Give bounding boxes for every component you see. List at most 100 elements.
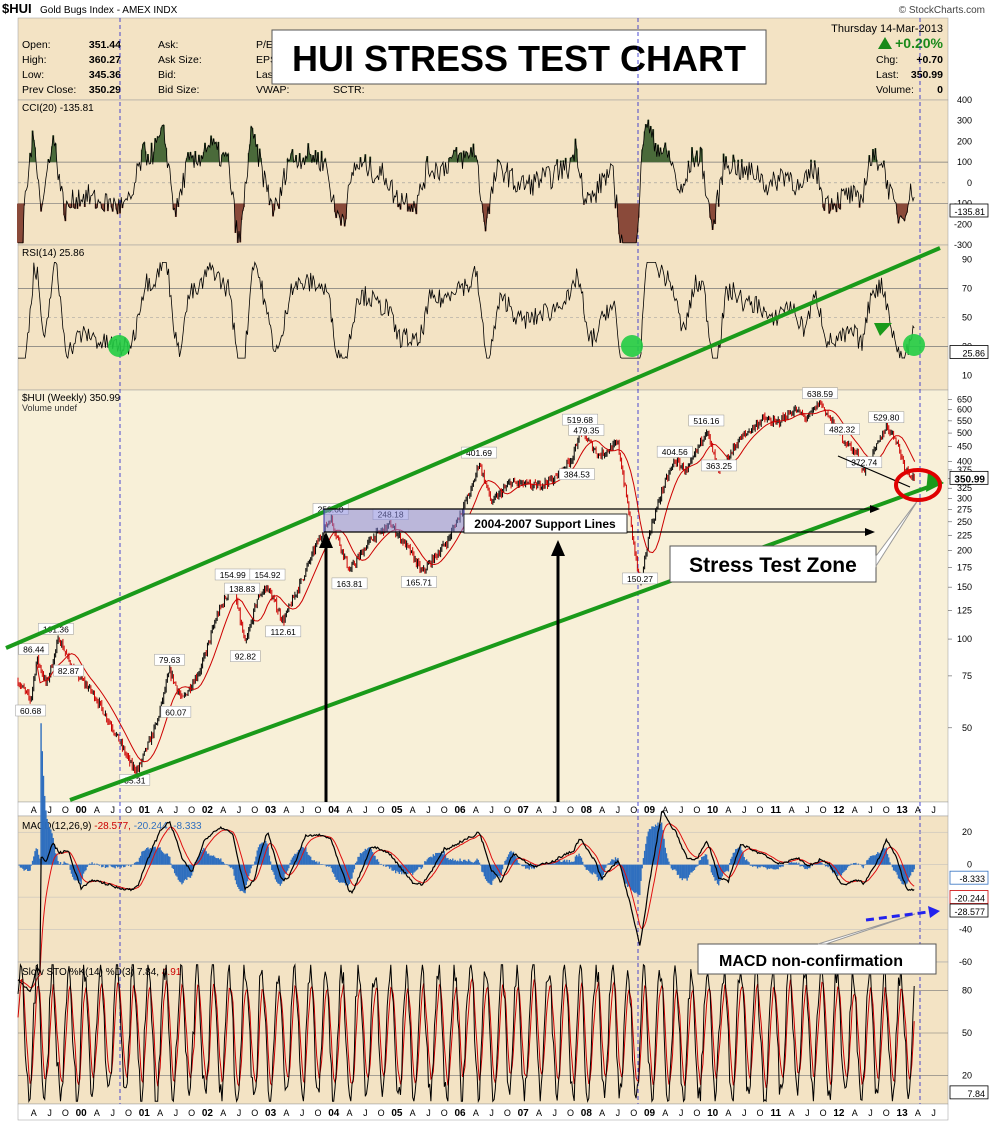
bottom-axis-label: A <box>347 1108 353 1118</box>
bottom-axis-label: J <box>931 1108 936 1118</box>
price-point-label: 401.69 <box>466 448 492 458</box>
macd-last-label: -20.244 <box>954 894 985 904</box>
rsi-last-label: 25.86 <box>962 349 985 359</box>
price-tick-label: 550 <box>957 416 972 426</box>
channel-upper-line <box>5 246 941 650</box>
macd-legend: MACD(12,26,9) -28.577, -20.244, -8.333 <box>22 821 202 832</box>
x-axis-label: 01 <box>139 805 151 816</box>
vertical-arrowhead-2004 <box>319 532 333 548</box>
price-point-label: 516.16 <box>693 416 719 426</box>
bottom-axis-label: J <box>553 1108 558 1118</box>
price-label-box <box>824 423 860 435</box>
vwap-label: VWAP: <box>256 84 289 96</box>
change-pct: +0.20% <box>895 35 943 51</box>
macd-legend-signal: -28.577, <box>94 821 131 832</box>
price-tick-label: 175 <box>957 562 972 572</box>
price-point-label: 519.68 <box>567 415 593 425</box>
price-tick-label: 75 <box>962 671 972 681</box>
channel-lower-arrowhead <box>926 472 944 492</box>
x-axis-label: 10 <box>707 805 719 816</box>
price-point-label: 112.61 <box>271 627 297 637</box>
x-axis-label: A <box>725 805 731 815</box>
price-label-box <box>15 704 46 717</box>
rsi-tick-label: 50 <box>962 313 972 323</box>
stress-label: Stress Test Zone <box>689 554 857 577</box>
macd-legend-hist: -20.244, <box>134 821 171 832</box>
chg-value: +0.70 <box>916 54 943 66</box>
price-label-box <box>38 623 74 635</box>
x-axis-label: A <box>220 805 226 815</box>
volume-label: Volume: <box>876 84 914 96</box>
price-label-box <box>622 572 658 585</box>
bottom-axis-label: 13 <box>897 1108 909 1119</box>
bottom-axis-label: J <box>47 1108 52 1118</box>
ask-label: Ask: <box>158 39 178 51</box>
price-point-label: 479.35 <box>573 425 599 435</box>
bottom-axis-label: A <box>220 1108 226 1118</box>
price-label-box <box>401 576 437 588</box>
bottom-axis-label: A <box>473 1108 479 1118</box>
bottom-axis-label: A <box>662 1108 668 1118</box>
bottom-axis-label: O <box>251 1108 258 1118</box>
support-zone-box <box>323 508 465 533</box>
bottom-axis-label: A <box>157 1108 163 1118</box>
open-value: 351.44 <box>89 39 121 51</box>
bottom-axis-label: 00 <box>76 1108 88 1119</box>
x-axis-label: J <box>237 805 242 815</box>
sto-legend-k: Slow STO %K(14) %D(3) 7.84, <box>22 967 159 978</box>
price-label-box <box>559 468 595 480</box>
price-label-box <box>331 577 368 590</box>
bottom-axis-label: 11 <box>771 1108 782 1119</box>
bottom-axis-label: 01 <box>139 1108 151 1119</box>
bottom-axis-label: O <box>441 1108 448 1118</box>
macd-legend-main: MACD(12,26,9) <box>22 821 91 832</box>
x-axis-label: A <box>473 805 479 815</box>
price-label-box <box>688 414 725 427</box>
high-value: 360.27 <box>89 54 121 66</box>
x-axis-label: O <box>693 805 700 815</box>
bottom-axis-label: J <box>679 1108 684 1118</box>
pe-label: P/E: <box>256 39 276 51</box>
prev-close-value: 350.29 <box>89 84 121 96</box>
price-tick-label: 450 <box>957 442 972 452</box>
low-label: Low: <box>22 69 44 81</box>
ask-size-label: Ask Size: <box>158 54 202 66</box>
price-panel <box>17 389 949 803</box>
price-last-box <box>949 470 989 485</box>
price-label-box <box>230 650 261 662</box>
rsi-last-box <box>949 345 989 359</box>
bottom-axis-label: O <box>883 1108 890 1118</box>
date-label: Thursday 14-Mar-2013 <box>831 23 943 35</box>
bottom-axis-label: O <box>693 1108 700 1118</box>
x-axis-label: 12 <box>833 805 845 816</box>
bottom-axis-label: 09 <box>644 1108 656 1119</box>
x-axis-label: 06 <box>454 805 466 816</box>
axis-layer: 6506005505004504003753503253002752502252… <box>31 95 989 1119</box>
bottom-axis-label: O <box>630 1108 637 1118</box>
bottom-axis-label: 03 <box>265 1108 277 1119</box>
price-tick-label: 300 <box>957 493 972 503</box>
bottom-axis-label: A <box>536 1108 542 1118</box>
x-axis-label: J <box>489 805 494 815</box>
bottom-axis-label: A <box>283 1108 289 1118</box>
price-last-label: 350.99 <box>954 474 985 485</box>
macd-legend-last: -8.333 <box>173 821 202 832</box>
price-point-label: 101.36 <box>43 624 69 634</box>
price-point-label: 82.87 <box>58 666 80 676</box>
x-axis-label: A <box>157 805 163 815</box>
x-axis-label: A <box>283 805 289 815</box>
sto-tick-label: 20 <box>962 1071 972 1081</box>
x-axis-label: A <box>852 805 858 815</box>
macd-last-box <box>949 870 989 885</box>
cci-last-box <box>949 203 989 218</box>
macd-last-box <box>949 903 989 918</box>
support-label-box <box>463 513 628 534</box>
prev-close-label: Prev Close: <box>22 84 76 96</box>
price-label-box <box>249 568 286 581</box>
stress-pointer <box>875 499 919 568</box>
x-axis-label: A <box>536 805 542 815</box>
bottom-axis-label: O <box>125 1108 132 1118</box>
bottom-axis-label: J <box>805 1108 810 1118</box>
bottom-axis-label: J <box>868 1108 873 1118</box>
